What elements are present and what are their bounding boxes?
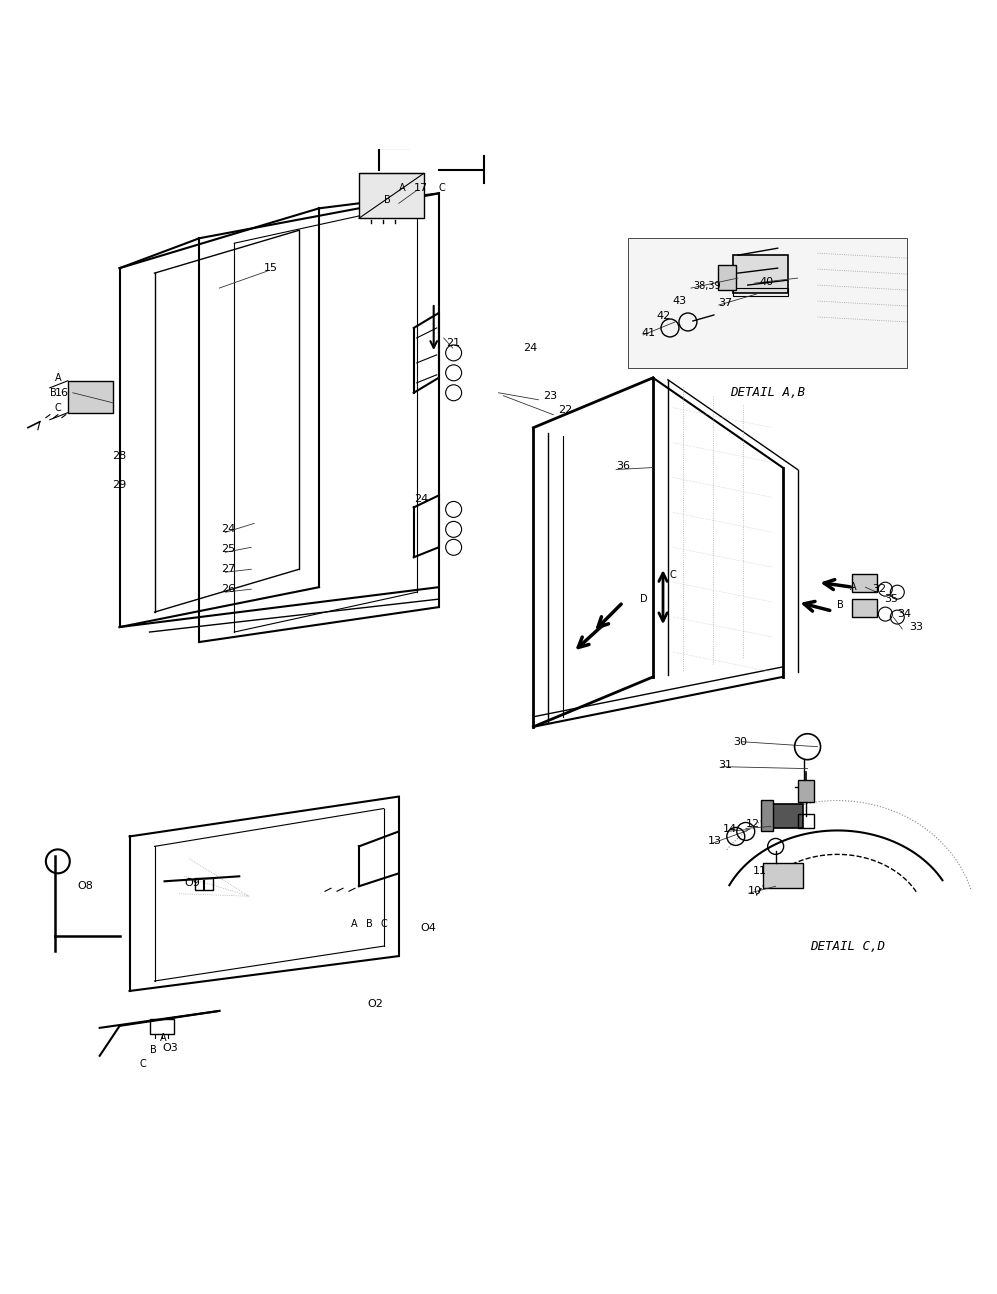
Text: B: B [384, 195, 391, 206]
Bar [150, 1018, 174, 1034]
Text: D: D [640, 594, 648, 604]
Text: 24: 24 [221, 524, 235, 534]
Text: 37: 37 [718, 298, 732, 308]
Text: 21: 21 [446, 338, 460, 348]
Text: C: C [140, 1058, 147, 1069]
Text: A: A [160, 1033, 166, 1043]
Text: 10: 10 [748, 886, 762, 897]
Text: C: C [381, 919, 388, 929]
Text: A: A [351, 919, 358, 929]
Text: 22: 22 [558, 405, 572, 414]
Text: 34: 34 [897, 609, 911, 619]
Text: A: A [849, 582, 856, 593]
Text: B: B [150, 1044, 157, 1055]
Text: 27: 27 [221, 564, 235, 575]
Bar [768, 804, 803, 828]
Text: 30: 30 [733, 736, 747, 747]
Bar [763, 863, 803, 888]
Text: C: C [439, 184, 446, 193]
Text: 17: 17 [414, 184, 428, 193]
Text: C: C [55, 402, 62, 413]
Bar [195, 879, 213, 890]
Text: 33: 33 [909, 622, 923, 631]
Text: 25: 25 [221, 545, 235, 554]
Text: 42: 42 [656, 311, 670, 321]
Text: 26: 26 [221, 584, 235, 594]
Text: 38,39: 38,39 [693, 281, 721, 291]
Bar [852, 599, 877, 617]
Text: B: B [837, 600, 844, 611]
Bar [798, 814, 814, 828]
Bar [68, 380, 113, 413]
Text: 43: 43 [672, 296, 686, 307]
Text: O3: O3 [163, 1043, 178, 1053]
Bar [733, 289, 788, 296]
Bar [852, 575, 877, 593]
Text: 36: 36 [616, 461, 630, 471]
Text: 35: 35 [884, 594, 898, 604]
Text: 31: 31 [718, 760, 732, 770]
Text: 24: 24 [523, 343, 537, 353]
Text: 14: 14 [723, 824, 737, 835]
Text: 15: 15 [264, 263, 278, 273]
Text: 41: 41 [641, 327, 655, 338]
Text: 23: 23 [543, 391, 557, 401]
Text: 29: 29 [112, 480, 126, 490]
Text: O8: O8 [78, 881, 94, 892]
Text: O4: O4 [421, 923, 437, 933]
Text: A: A [55, 373, 62, 383]
Text: O9: O9 [184, 879, 200, 888]
Bar [733, 255, 788, 292]
Text: 24: 24 [414, 494, 428, 505]
Text: B: B [50, 388, 57, 397]
Text: 12: 12 [746, 819, 760, 829]
Text: A: A [399, 184, 406, 193]
Text: 32: 32 [872, 584, 886, 594]
Text: 11: 11 [753, 866, 767, 876]
Bar [718, 265, 736, 290]
Text: B: B [366, 919, 373, 929]
Text: DETAIL A,B: DETAIL A,B [730, 387, 806, 400]
Text: C: C [670, 571, 677, 580]
Text: 40: 40 [760, 277, 774, 287]
Text: 16: 16 [55, 388, 69, 397]
Text: DETAIL C,D: DETAIL C,D [810, 939, 885, 952]
Text: O2: O2 [367, 999, 383, 1009]
Bar [628, 238, 907, 367]
Bar [761, 800, 773, 832]
Text: 13: 13 [708, 836, 722, 846]
Bar [359, 173, 424, 219]
Text: 28: 28 [112, 450, 126, 461]
Bar [798, 779, 814, 801]
